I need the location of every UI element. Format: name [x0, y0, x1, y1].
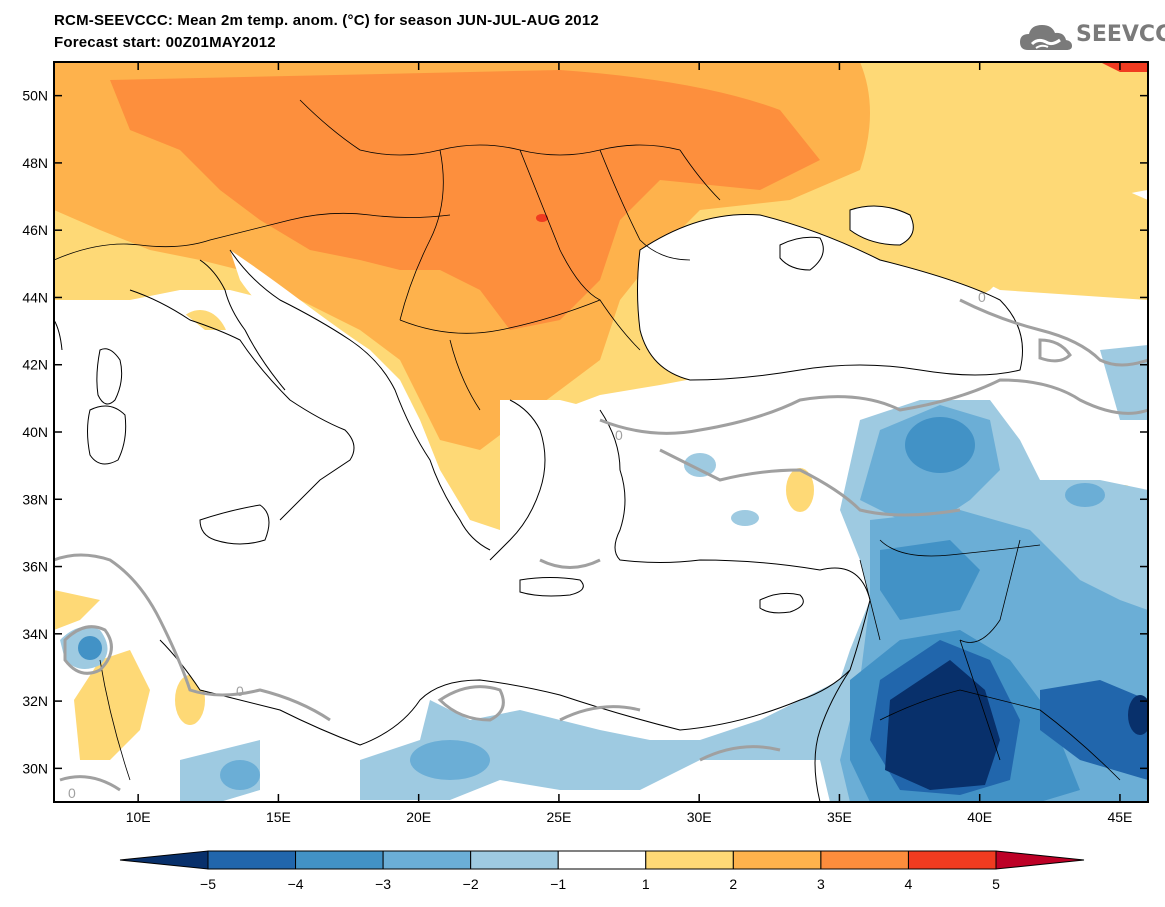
colorbar-min-arrow: [119, 850, 209, 870]
lon-label: 40E: [967, 809, 992, 825]
map-title: RCM-SEEVCCC: Mean 2m temp. anom. (°C) fo…: [54, 12, 599, 29]
lon-label: 25E: [546, 809, 571, 825]
lat-label: 40N: [22, 424, 48, 440]
colorbar-label: −3: [375, 876, 391, 892]
lat-label: 38N: [22, 491, 48, 507]
lon-label: 15E: [266, 809, 291, 825]
colorbar-segment: [732, 850, 822, 870]
colorbar-segment: [820, 850, 909, 870]
borders: [54, 99, 1121, 781]
lon-label: 20E: [406, 809, 431, 825]
colorbar-segment: [382, 850, 472, 870]
lat-label: 44N: [22, 289, 48, 305]
seevccc-logo: SEEVCCC: [1018, 20, 1165, 56]
lon-label: 35E: [827, 809, 852, 825]
colorbar-segment: [907, 850, 997, 870]
lat-label: 34N: [22, 626, 48, 642]
colorbar-labels: −5 −4 −3 −2 −1 1 2 3 4 5: [200, 876, 1000, 892]
contour-label: 0: [615, 427, 623, 443]
lat-label: 50N: [22, 88, 48, 104]
colorbar-label: 5: [992, 876, 1000, 892]
lat-label: 32N: [22, 693, 48, 709]
colorbar-label: −4: [288, 876, 304, 892]
colorbar-label: 2: [729, 876, 737, 892]
lat-label: 46N: [22, 222, 48, 238]
longitude-labels: 10E 15E 20E 25E 30E 35E 40E 45E: [126, 809, 1133, 825]
lat-label: 48N: [22, 155, 48, 171]
colorbar-label: 1: [642, 876, 650, 892]
seas: [54, 206, 1023, 740]
lon-label: 45E: [1107, 809, 1132, 825]
colorbar-segment: [207, 850, 297, 870]
logo-text: SEEVCCC: [1076, 22, 1165, 47]
colorbar-label: 3: [817, 876, 825, 892]
forecast-start-label: Forecast start: 00Z01MAY2012: [54, 34, 276, 51]
lon-label: 10E: [126, 809, 151, 825]
latitude-axis: [54, 94, 1148, 770]
colorbar-segment: [557, 850, 647, 870]
colorbar-label: −5: [200, 876, 216, 892]
colorbar-label: −2: [463, 876, 479, 892]
colorbar-segment: [295, 850, 384, 870]
lat-label: 30N: [22, 760, 48, 776]
coastlines: [54, 205, 1023, 802]
colorbar-max-arrow: [995, 850, 1085, 870]
cloud-icon: [1020, 25, 1072, 50]
latitude-labels: 30N 32N 34N 36N 38N 40N 42N 44N 46N 48N 50N: [22, 88, 48, 777]
contour-label: 0: [978, 289, 986, 305]
contour-label: 0: [236, 683, 244, 699]
longitude-axis: [137, 62, 1121, 802]
contour-labels: 0 0 0 0: [68, 289, 986, 801]
colorbar-segment: [645, 850, 734, 870]
colorbar-label: 4: [905, 876, 913, 892]
contour-label: 0: [68, 785, 76, 801]
colorbar: [119, 850, 1085, 870]
cool-anomaly-region: [60, 345, 1148, 802]
zero-contours: [54, 298, 1148, 792]
colorbar-segment: [470, 850, 559, 870]
lat-label: 42N: [22, 357, 48, 373]
colorbar-label: −1: [550, 876, 566, 892]
lon-label: 30E: [687, 809, 712, 825]
anomaly-field: [54, 62, 1148, 802]
lat-label: 36N: [22, 559, 48, 575]
